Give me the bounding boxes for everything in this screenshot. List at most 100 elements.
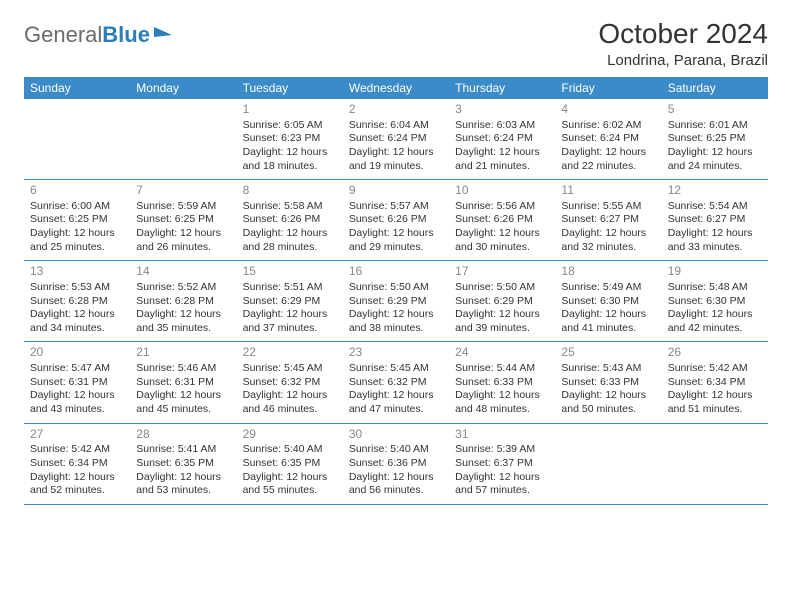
- day-header-row: SundayMondayTuesdayWednesdayThursdayFrid…: [24, 77, 768, 99]
- day-number: 14: [136, 264, 230, 280]
- day-info-line: Sunset: 6:25 PM: [668, 132, 762, 146]
- day-info-line: Daylight: 12 hours: [30, 227, 124, 241]
- day-info-line: Daylight: 12 hours: [455, 308, 549, 322]
- day-cell: 19Sunrise: 5:48 AMSunset: 6:30 PMDayligh…: [662, 261, 768, 341]
- day-number: 16: [349, 264, 443, 280]
- day-cell: 18Sunrise: 5:49 AMSunset: 6:30 PMDayligh…: [555, 261, 661, 341]
- day-cell: 23Sunrise: 5:45 AMSunset: 6:32 PMDayligh…: [343, 342, 449, 422]
- day-info-line: Daylight: 12 hours: [30, 389, 124, 403]
- day-info-line: Sunset: 6:32 PM: [243, 376, 337, 390]
- logo-word1: General: [24, 22, 102, 47]
- day-info-line: Daylight: 12 hours: [668, 227, 762, 241]
- day-cell: 17Sunrise: 5:50 AMSunset: 6:29 PMDayligh…: [449, 261, 555, 341]
- day-cell: 8Sunrise: 5:58 AMSunset: 6:26 PMDaylight…: [237, 180, 343, 260]
- day-info-line: Daylight: 12 hours: [561, 227, 655, 241]
- day-number: 4: [561, 102, 655, 118]
- day-info-line: Daylight: 12 hours: [349, 389, 443, 403]
- day-header-cell: Wednesday: [343, 77, 449, 99]
- day-cell: 21Sunrise: 5:46 AMSunset: 6:31 PMDayligh…: [130, 342, 236, 422]
- day-info-line: Daylight: 12 hours: [136, 227, 230, 241]
- day-info-line: Sunset: 6:30 PM: [668, 295, 762, 309]
- day-info-line: Sunset: 6:33 PM: [455, 376, 549, 390]
- day-info-line: and 52 minutes.: [30, 484, 124, 498]
- day-info-line: and 19 minutes.: [349, 160, 443, 174]
- day-cell: 14Sunrise: 5:52 AMSunset: 6:28 PMDayligh…: [130, 261, 236, 341]
- day-number: 27: [30, 427, 124, 443]
- day-number: 20: [30, 345, 124, 361]
- day-number: 2: [349, 102, 443, 118]
- day-info-line: Sunset: 6:25 PM: [30, 213, 124, 227]
- day-info-line: Sunset: 6:25 PM: [136, 213, 230, 227]
- day-info-line: Sunrise: 5:52 AM: [136, 281, 230, 295]
- week-row: 27Sunrise: 5:42 AMSunset: 6:34 PMDayligh…: [24, 424, 768, 505]
- day-info-line: and 34 minutes.: [30, 322, 124, 336]
- day-info-line: and 26 minutes.: [136, 241, 230, 255]
- day-info-line: Sunrise: 5:55 AM: [561, 200, 655, 214]
- day-info-line: and 55 minutes.: [243, 484, 337, 498]
- day-info-line: and 38 minutes.: [349, 322, 443, 336]
- day-number: 31: [455, 427, 549, 443]
- day-cell: [24, 99, 130, 179]
- day-info-line: and 41 minutes.: [561, 322, 655, 336]
- day-info-line: Daylight: 12 hours: [561, 308, 655, 322]
- day-header-cell: Saturday: [662, 77, 768, 99]
- day-info-line: Sunrise: 5:41 AM: [136, 443, 230, 457]
- logo-triangle-icon: [154, 27, 172, 37]
- week-row: 13Sunrise: 5:53 AMSunset: 6:28 PMDayligh…: [24, 261, 768, 342]
- day-info-line: Daylight: 12 hours: [243, 389, 337, 403]
- day-header-cell: Friday: [555, 77, 661, 99]
- calendar: SundayMondayTuesdayWednesdayThursdayFrid…: [24, 77, 768, 505]
- day-info-line: Sunrise: 5:44 AM: [455, 362, 549, 376]
- day-cell: 30Sunrise: 5:40 AMSunset: 6:36 PMDayligh…: [343, 424, 449, 504]
- day-info-line: and 22 minutes.: [561, 160, 655, 174]
- day-info-line: and 51 minutes.: [668, 403, 762, 417]
- day-info-line: and 21 minutes.: [455, 160, 549, 174]
- day-info-line: Sunrise: 5:49 AM: [561, 281, 655, 295]
- day-info-line: Sunrise: 5:48 AM: [668, 281, 762, 295]
- day-info-line: Sunrise: 5:54 AM: [668, 200, 762, 214]
- day-cell: 15Sunrise: 5:51 AMSunset: 6:29 PMDayligh…: [237, 261, 343, 341]
- day-number: 8: [243, 183, 337, 199]
- day-info-line: and 35 minutes.: [136, 322, 230, 336]
- day-number: 11: [561, 183, 655, 199]
- day-cell: [130, 99, 236, 179]
- day-info-line: Daylight: 12 hours: [561, 146, 655, 160]
- day-info-line: Sunset: 6:24 PM: [349, 132, 443, 146]
- day-info-line: and 39 minutes.: [455, 322, 549, 336]
- day-number: 19: [668, 264, 762, 280]
- day-info-line: Sunrise: 5:40 AM: [349, 443, 443, 457]
- day-info-line: and 43 minutes.: [30, 403, 124, 417]
- day-header-cell: Tuesday: [237, 77, 343, 99]
- day-info-line: and 42 minutes.: [668, 322, 762, 336]
- day-info-line: Sunset: 6:34 PM: [30, 457, 124, 471]
- day-info-line: and 48 minutes.: [455, 403, 549, 417]
- day-info-line: Sunrise: 6:03 AM: [455, 119, 549, 133]
- day-info-line: and 33 minutes.: [668, 241, 762, 255]
- day-number: 6: [30, 183, 124, 199]
- day-info-line: Sunset: 6:27 PM: [561, 213, 655, 227]
- day-info-line: Sunrise: 5:46 AM: [136, 362, 230, 376]
- day-info-line: Sunset: 6:28 PM: [30, 295, 124, 309]
- weeks-container: 1Sunrise: 6:05 AMSunset: 6:23 PMDaylight…: [24, 99, 768, 505]
- day-number: 28: [136, 427, 230, 443]
- day-info-line: Daylight: 12 hours: [136, 471, 230, 485]
- day-info-line: Sunset: 6:26 PM: [349, 213, 443, 227]
- day-cell: 5Sunrise: 6:01 AMSunset: 6:25 PMDaylight…: [662, 99, 768, 179]
- day-info-line: Daylight: 12 hours: [349, 308, 443, 322]
- day-info-line: Sunset: 6:29 PM: [243, 295, 337, 309]
- day-cell: 29Sunrise: 5:40 AMSunset: 6:35 PMDayligh…: [237, 424, 343, 504]
- day-info-line: Sunset: 6:36 PM: [349, 457, 443, 471]
- day-cell: 20Sunrise: 5:47 AMSunset: 6:31 PMDayligh…: [24, 342, 130, 422]
- day-info-line: Sunrise: 6:05 AM: [243, 119, 337, 133]
- day-cell: 10Sunrise: 5:56 AMSunset: 6:26 PMDayligh…: [449, 180, 555, 260]
- day-number: 9: [349, 183, 443, 199]
- day-info-line: Daylight: 12 hours: [349, 227, 443, 241]
- day-info-line: Sunset: 6:33 PM: [561, 376, 655, 390]
- day-info-line: Sunrise: 6:04 AM: [349, 119, 443, 133]
- location-text: Londrina, Parana, Brazil: [598, 52, 768, 69]
- day-info-line: and 53 minutes.: [136, 484, 230, 498]
- day-cell: 28Sunrise: 5:41 AMSunset: 6:35 PMDayligh…: [130, 424, 236, 504]
- day-info-line: and 37 minutes.: [243, 322, 337, 336]
- day-number: 5: [668, 102, 762, 118]
- day-info-line: Sunrise: 5:43 AM: [561, 362, 655, 376]
